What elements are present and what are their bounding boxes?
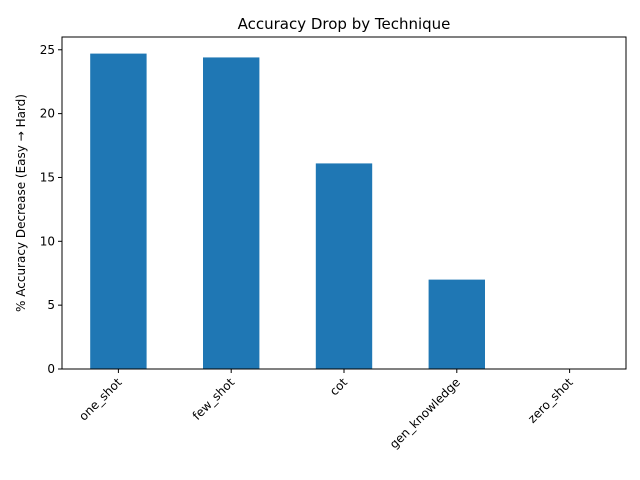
bars-group [90, 53, 485, 369]
bar-one-shot [90, 53, 147, 369]
bar-cot [315, 163, 373, 369]
plot-frame [61, 36, 627, 370]
x-tick-label: zero_shot [525, 375, 576, 426]
y-tick-label: 0 [47, 362, 55, 376]
x-tick-label: gen_knowledge [387, 375, 463, 451]
bar-few-shot [203, 57, 260, 369]
y-axis-label: % Accuracy Decrease (Easy → Hard) [14, 94, 28, 312]
x-tick-label: one_shot [76, 375, 124, 423]
y-tick-label: 15 [40, 170, 55, 184]
y-tick-label: 25 [40, 43, 55, 57]
y-axis-ticks: 0 5 10 15 20 25 [40, 43, 62, 376]
x-tick-label: few_shot [190, 375, 238, 423]
y-tick-label: 5 [47, 298, 55, 312]
bar-gen-knowledge [428, 279, 485, 369]
x-axis-ticks: one_shot few_shot cot gen_knowledge zero_sho… [76, 369, 576, 451]
y-tick-label: 20 [40, 107, 55, 121]
chart-title: Accuracy Drop by Technique [238, 15, 451, 33]
x-tick-label: cot [327, 375, 350, 398]
y-tick-label: 10 [40, 234, 55, 248]
